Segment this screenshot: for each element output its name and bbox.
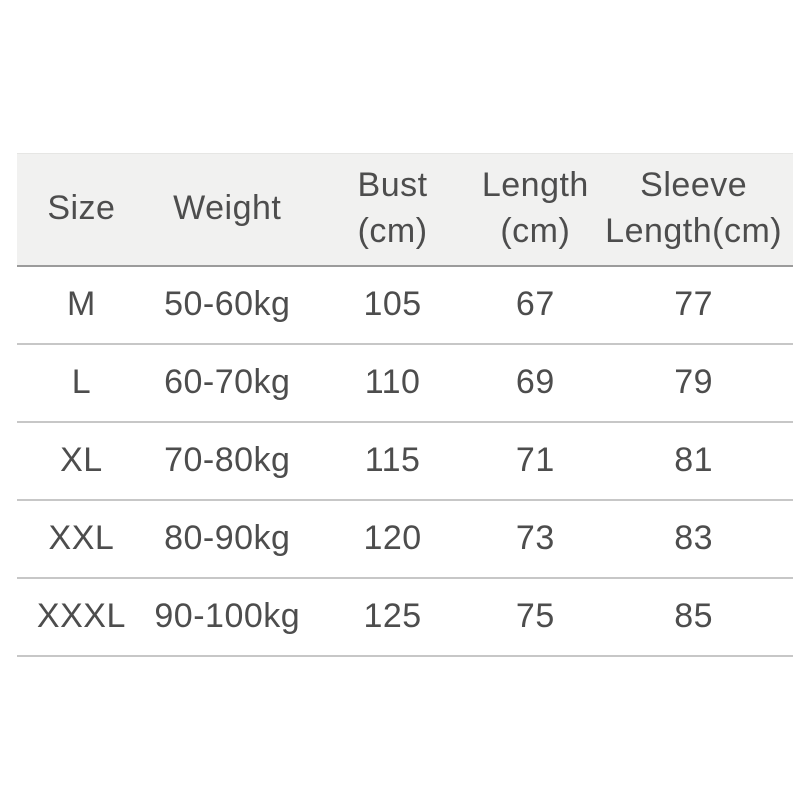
table-row: XXXL 90-100kg 125 75 85 (17, 577, 793, 657)
table-body: M 50-60kg 105 67 77 L 60-70kg 110 69 79 … (17, 265, 793, 657)
cell-bust: 110 (308, 343, 477, 423)
size-chart-container: Size Weight Bust (cm) Length (cm) Sleeve… (17, 153, 793, 657)
cell-weight: 50-60kg (145, 265, 309, 345)
cell-sleeve: 83 (594, 499, 793, 579)
header-row: Size Weight Bust (cm) Length (cm) Sleeve… (17, 153, 793, 267)
cell-length: 67 (476, 265, 595, 345)
cell-length: 69 (476, 343, 595, 423)
table-row: M 50-60kg 105 67 77 (17, 265, 793, 345)
column-header-sleeve-length: Sleeve Length(cm) (594, 153, 793, 267)
cell-size: XL (17, 421, 146, 501)
cell-sleeve: 81 (594, 421, 793, 501)
column-header-size: Size (17, 153, 146, 267)
cell-size: XXXL (17, 577, 146, 657)
cell-weight: 70-80kg (145, 421, 309, 501)
column-header-bust: Bust (cm) (308, 153, 477, 267)
cell-weight: 80-90kg (145, 499, 309, 579)
cell-length: 75 (476, 577, 595, 657)
size-chart-table: Size Weight Bust (cm) Length (cm) Sleeve… (17, 153, 793, 657)
table-row: L 60-70kg 110 69 79 (17, 343, 793, 423)
cell-sleeve: 85 (594, 577, 793, 657)
cell-size: L (17, 343, 146, 423)
table-row: XL 70-80kg 115 71 81 (17, 421, 793, 501)
column-header-weight: Weight (145, 153, 309, 267)
cell-sleeve: 79 (594, 343, 793, 423)
table-row: XXL 80-90kg 120 73 83 (17, 499, 793, 579)
cell-length: 73 (476, 499, 595, 579)
cell-bust: 120 (308, 499, 477, 579)
cell-size: XXL (17, 499, 146, 579)
cell-bust: 115 (308, 421, 477, 501)
cell-size: M (17, 265, 146, 345)
cell-weight: 60-70kg (145, 343, 309, 423)
cell-sleeve: 77 (594, 265, 793, 345)
cell-length: 71 (476, 421, 595, 501)
table-header: Size Weight Bust (cm) Length (cm) Sleeve… (17, 153, 793, 267)
cell-bust: 125 (308, 577, 477, 657)
cell-weight: 90-100kg (145, 577, 309, 657)
cell-bust: 105 (308, 265, 477, 345)
column-header-length: Length (cm) (476, 153, 595, 267)
